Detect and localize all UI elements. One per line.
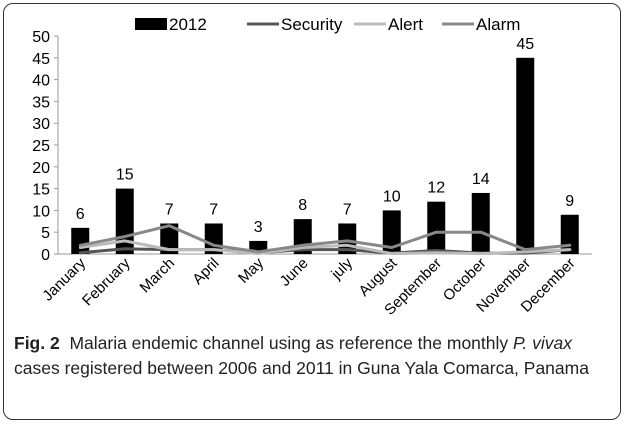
- bar-value-label: 15: [116, 167, 134, 184]
- bar-value-label: 12: [427, 180, 445, 197]
- x-tick-label: july: [327, 254, 356, 283]
- chart: 0 5 10 15 20 25 30 35 40 45 50 6 15 7 7 3 8 7 10 12 14 45 9 J…: [32, 15, 592, 319]
- bar: [560, 214, 579, 254]
- y-tick-label: 10: [32, 203, 50, 220]
- y-tick-label: 40: [32, 73, 50, 90]
- x-tick-label: February: [79, 254, 134, 309]
- bar: [382, 210, 401, 254]
- bar-value-label: 8: [298, 197, 307, 214]
- series-line-alert: [78, 239, 572, 256]
- y-tick-label: 25: [32, 138, 50, 155]
- y-tick-label: 20: [32, 160, 50, 177]
- y-tick-label: 50: [32, 29, 50, 46]
- caption-species: P. vivax: [513, 333, 573, 353]
- legend-label: Security: [281, 15, 343, 34]
- bar-value-label: 7: [165, 201, 174, 218]
- bar: [516, 57, 535, 254]
- legend-label: Alert: [388, 15, 423, 34]
- bar-series: [71, 57, 579, 254]
- bar-value-label: 3: [254, 219, 263, 236]
- bar: [71, 227, 90, 254]
- y-tick-label: 5: [41, 225, 50, 242]
- figure-label: Fig. 2: [14, 333, 60, 353]
- bar: [160, 223, 179, 254]
- bar-value-label: 45: [516, 36, 534, 53]
- legend-swatch: [135, 18, 167, 30]
- data-labels: 6 15 7 7 3 8 7 10 12 14 45 9: [76, 36, 575, 236]
- x-tick-label: April: [189, 255, 222, 288]
- legend: 2012 Security Alert Alarm: [135, 15, 520, 34]
- x-tick-label: May: [235, 254, 267, 286]
- y-tick-label: 30: [32, 116, 50, 133]
- bar: [471, 192, 490, 254]
- chart-axes: 0 5 10 15 20 25 30 35 40 45 50: [32, 29, 592, 264]
- legend-label: Alarm: [476, 15, 520, 34]
- bar-value-label: 9: [565, 193, 574, 210]
- line-series: [78, 224, 572, 256]
- x-tick-label: June: [277, 255, 312, 290]
- y-tick-label: 15: [32, 182, 50, 199]
- bar: [427, 201, 446, 254]
- x-tick-label: March: [137, 255, 178, 296]
- bar-value-label: 7: [209, 201, 218, 218]
- y-tick-label: 0: [41, 247, 50, 264]
- caption-text-before: Malaria endemic channel using as referen…: [69, 333, 514, 353]
- legend-label: 2012: [169, 15, 207, 34]
- figure-caption: Fig. 2 Malaria endemic channel using as …: [14, 331, 614, 381]
- series-line-alarm: [78, 224, 572, 254]
- y-tick-label: 35: [32, 94, 50, 111]
- bar-value-label: 7: [343, 201, 352, 218]
- bar: [115, 188, 134, 254]
- bar-value-label: 6: [76, 206, 85, 223]
- figure-frame: 0 5 10 15 20 25 30 35 40 45 50 6 15 7 7 3 8 7 10 12 14 45 9 J…: [3, 3, 621, 420]
- bar-value-label: 14: [472, 171, 490, 188]
- y-tick-label: 45: [32, 51, 50, 68]
- caption-text-after: cases registered between 2006 and 2011 i…: [14, 358, 589, 378]
- bar-value-label: 10: [383, 188, 401, 205]
